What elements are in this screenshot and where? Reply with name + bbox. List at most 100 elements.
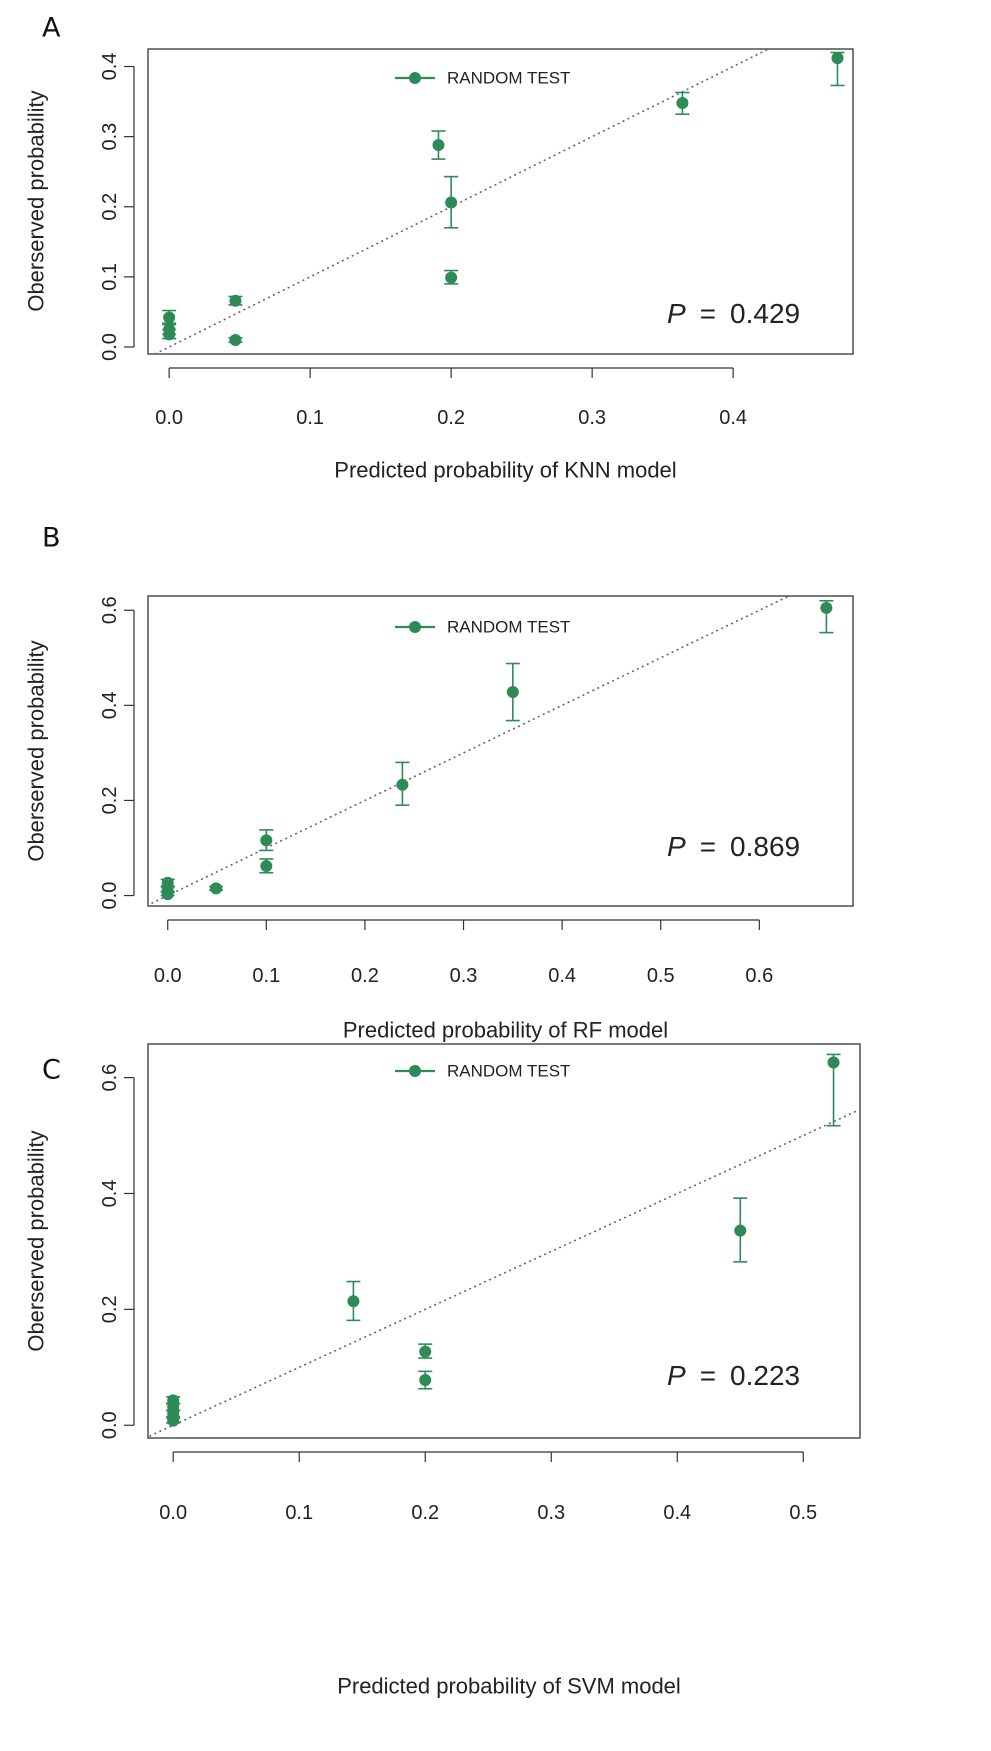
y-axis-label: Oberserved probability: [24, 90, 49, 311]
plot-frame: [147, 1043, 861, 1439]
y-tick-label: 0.0: [99, 333, 121, 361]
data-point: [229, 294, 242, 307]
x-tick-label: 0.5: [647, 965, 675, 987]
panel-label: A: [42, 13, 61, 44]
p-symbol: P: [667, 1360, 686, 1391]
data-point-group: [162, 323, 177, 336]
data-point-group: [162, 309, 177, 324]
p-value: 0.429: [730, 298, 800, 329]
reference-diagonal-line: [148, 596, 791, 906]
data-point-group: [228, 333, 243, 346]
panel-label: C: [42, 1055, 61, 1086]
data-point-group: [259, 858, 274, 874]
data-point-group: [444, 175, 459, 229]
data-point-group: [444, 269, 459, 285]
x-tick-label: 0.0: [159, 1502, 187, 1524]
legend-label: RANDOM TEST: [447, 618, 570, 637]
data-point: [396, 778, 409, 791]
y-tick-label: 0.4: [99, 53, 121, 81]
plot-frame: [147, 595, 854, 907]
x-tick-label: 0.3: [450, 965, 478, 987]
y-tick-label: 0.2: [99, 193, 121, 221]
x-tick-label: 0.1: [285, 1502, 313, 1524]
x-tick-label: 0.0: [155, 407, 183, 429]
reference-diagonal-line: [153, 49, 771, 354]
p-value-annotation: P = 0.429: [667, 298, 800, 329]
data-point: [827, 1056, 840, 1069]
chart-panel-a: A 0.0 0.1 0.2 0.3 0.4 0.0 0.1 0.2 0.3 0.4 Predicted…: [24, 13, 854, 483]
data-point: [210, 882, 223, 895]
y-tick-label: 0.4: [99, 1180, 121, 1208]
data-point: [419, 1345, 432, 1358]
y-tick-label: 0.4: [99, 691, 121, 719]
data-point-group: [228, 294, 243, 307]
plot-frame: [147, 48, 854, 355]
x-tick-label: 0.1: [296, 407, 324, 429]
data-point: [419, 1374, 432, 1387]
x-tick-label: 0.6: [745, 965, 773, 987]
data-point-group: [166, 1394, 181, 1407]
data-point: [163, 311, 176, 324]
data-point-group: [505, 662, 520, 722]
x-tick-label: 0.2: [411, 1502, 439, 1524]
data-point-group: [819, 599, 834, 634]
x-tick-label: 0.0: [154, 965, 182, 987]
y-tick-label: 0.2: [99, 787, 121, 815]
x-axis-label: Predicted probability of KNN model: [334, 458, 676, 483]
data-point: [260, 860, 273, 873]
data-point-group: [733, 1197, 748, 1263]
chart-panel-b: B 0.0 0.1 0.2 0.3 0.4 0.5 0.6 0.0 0.2 0.4 0.6 Predic…: [24, 523, 854, 1043]
x-axis-label: Predicted probability of RF model: [343, 1018, 668, 1043]
panel-label: B: [42, 523, 61, 554]
p-symbol: P: [667, 831, 686, 862]
data-point: [347, 1295, 360, 1308]
y-tick-label: 0.3: [99, 123, 121, 151]
p-equals: =: [700, 298, 716, 329]
p-equals: =: [700, 1360, 716, 1391]
x-tick-label: 0.4: [548, 965, 576, 987]
x-tick-label: 0.3: [537, 1502, 565, 1524]
data-point: [831, 52, 844, 65]
x-tick-label: 0.2: [351, 965, 379, 987]
data-point: [161, 876, 174, 889]
p-value: 0.223: [730, 1360, 800, 1391]
legend-marker: [409, 1065, 421, 1077]
data-point-group: [160, 876, 175, 889]
data-point: [432, 139, 445, 152]
data-point-group: [826, 1053, 841, 1127]
data-point: [820, 601, 833, 614]
data-point-group: [259, 829, 274, 852]
legend-label: RANDOM TEST: [447, 1062, 570, 1081]
p-equals: =: [700, 831, 716, 862]
data-point: [163, 323, 176, 336]
data-point-group: [418, 1343, 433, 1359]
x-axis-label: Predicted probability of SVM model: [337, 1674, 681, 1699]
data-point-group: [431, 130, 446, 160]
x-tick-label: 0.4: [719, 407, 747, 429]
p-symbol: P: [667, 298, 686, 329]
chart-panel-c: C 0.0 0.1 0.2 0.3 0.4 0.5 0.0 0.2 0.4 0.6 Predicted…: [24, 1043, 861, 1699]
p-value: 0.869: [730, 831, 800, 862]
data-point: [445, 271, 458, 284]
data-point: [167, 1394, 180, 1407]
y-tick-label: 0.0: [99, 882, 121, 910]
data-point: [260, 834, 273, 847]
x-tick-label: 0.4: [663, 1502, 691, 1524]
data-point-group: [830, 51, 845, 87]
data-point: [734, 1224, 747, 1237]
y-tick-label: 0.0: [99, 1411, 121, 1439]
data-point-group: [675, 91, 690, 116]
x-tick-label: 0.2: [437, 407, 465, 429]
data-point: [506, 686, 519, 699]
y-axis-label: Oberserved probability: [24, 1130, 49, 1351]
data-point-group: [346, 1280, 361, 1322]
data-point-group: [418, 1370, 433, 1390]
x-tick-label: 0.1: [252, 965, 280, 987]
legend-marker: [409, 621, 421, 633]
y-axis-label: Oberserved probability: [24, 640, 49, 861]
data-point-group: [395, 761, 410, 807]
data-point-group: [209, 882, 224, 895]
legend-label: RANDOM TEST: [447, 69, 570, 88]
p-value-annotation: P = 0.869: [667, 831, 800, 862]
